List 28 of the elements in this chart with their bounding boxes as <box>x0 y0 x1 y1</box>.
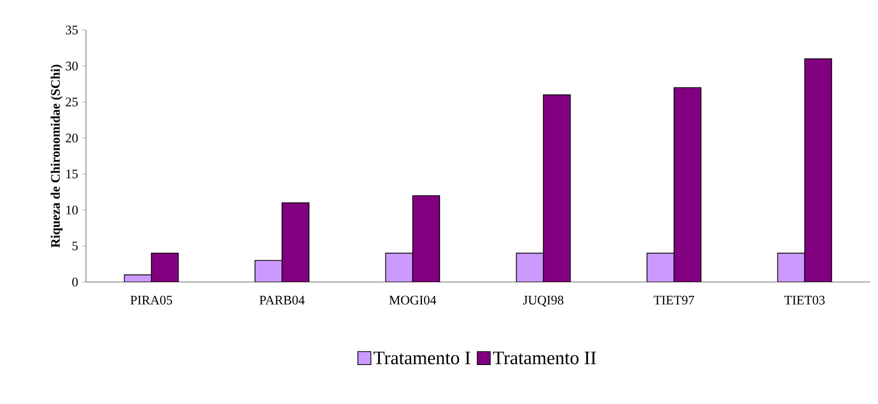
bar <box>777 252 806 282</box>
x-tick-label: PARB04 <box>260 296 305 305</box>
bar <box>150 252 179 282</box>
x-tick-label: PIRA05 <box>130 296 172 305</box>
legend-label: Tratamento II <box>492 352 596 364</box>
y-tick-label: 25 <box>66 98 78 106</box>
y-tick-label: 20 <box>66 134 78 142</box>
y-tick-label: 5 <box>72 242 78 250</box>
bar <box>282 202 310 282</box>
bar <box>254 260 282 282</box>
bar <box>674 87 702 282</box>
y-tick-label: 0 <box>72 278 78 286</box>
y-axis-title: Riqueza de Chironomidae (SChi) <box>50 64 62 248</box>
x-tick-label: TIET97 <box>654 296 694 304</box>
legend-label: Tratamento I <box>374 352 470 364</box>
x-tick-label: JUQI98 <box>523 296 564 306</box>
bar <box>804 58 832 282</box>
y-tick-label: 10 <box>66 206 78 214</box>
bar <box>646 252 674 282</box>
x-tick-label: TIET03 <box>784 296 825 305</box>
bar <box>542 94 571 282</box>
bar <box>516 252 544 282</box>
y-tick-label: 35 <box>66 26 78 34</box>
y-tick-label: 15 <box>66 170 78 178</box>
x-tick-label: MOGI04 <box>389 296 436 305</box>
bar <box>385 252 414 282</box>
y-tick-label: 30 <box>66 62 78 70</box>
bar <box>412 195 440 282</box>
